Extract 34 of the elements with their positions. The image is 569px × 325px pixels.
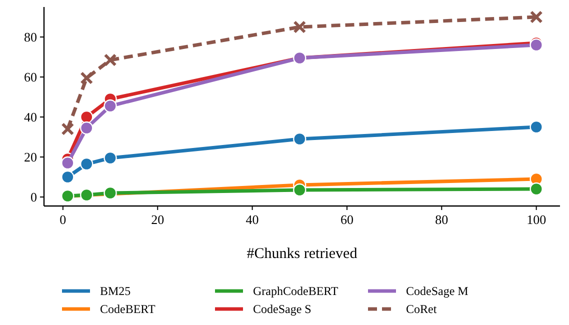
- legend-label: CodeSage M: [406, 284, 469, 298]
- y-tick-label: 60: [24, 70, 37, 85]
- x-axis-title: #Chunks retrieved: [246, 246, 358, 262]
- x-tick-label: 100: [526, 212, 546, 227]
- point: [104, 151, 117, 165]
- point: [293, 183, 306, 197]
- x-tick-label: 60: [340, 212, 354, 227]
- point: [80, 72, 94, 84]
- legend-label: CodeSage S: [253, 302, 312, 316]
- point: [104, 54, 117, 66]
- legend-label: CodeBERT: [100, 302, 156, 316]
- point: [530, 120, 543, 134]
- point: [293, 20, 306, 34]
- point: [61, 170, 74, 184]
- y-tick-label: 0: [30, 190, 37, 205]
- x-tick-label: 20: [151, 212, 164, 227]
- point: [80, 157, 94, 171]
- legend-label: BM25: [100, 284, 131, 298]
- point: [80, 110, 94, 124]
- point: [104, 99, 117, 113]
- x-tick-label: 80: [435, 212, 448, 227]
- y-tick-label: 80: [24, 30, 37, 45]
- legend-label: GraphCodeBERT: [253, 284, 339, 298]
- x-tick-label: 0: [60, 212, 66, 227]
- y-tick-label: 20: [24, 150, 37, 165]
- y-tick-label: 40: [24, 110, 37, 125]
- point: [293, 132, 306, 146]
- point: [530, 10, 543, 24]
- legend-label: CoRet: [406, 302, 438, 316]
- point: [530, 182, 543, 196]
- point: [80, 121, 94, 135]
- x-tick-label: 40: [246, 212, 259, 227]
- point: [61, 122, 74, 136]
- point: [61, 156, 74, 170]
